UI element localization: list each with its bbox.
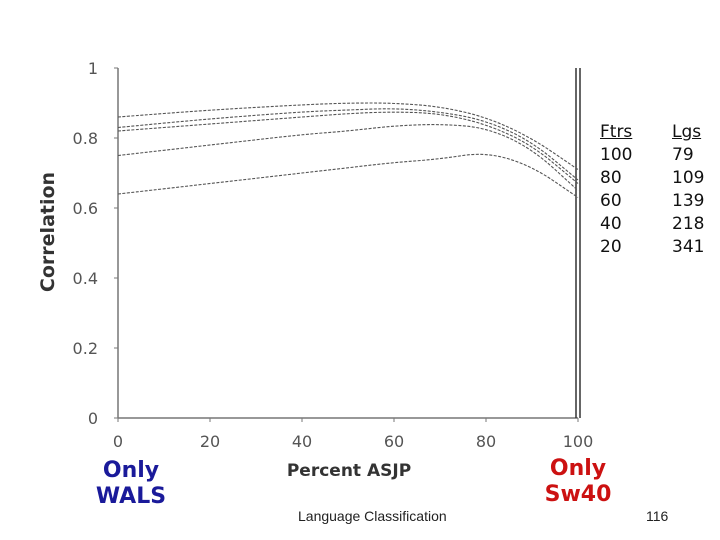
legend-languages-value: 109 [672, 168, 705, 188]
legend-languages-value: 218 [672, 214, 705, 234]
legend-features-column: Ftrs 100 80 60 40 20 [600, 121, 660, 259]
series-line [117, 108, 579, 181]
legend-languages-column: Lgs 79 109 139 218 341 [672, 121, 720, 259]
x-tick-label: 20 [200, 432, 220, 451]
y-tick-label: 1 [88, 59, 98, 78]
chart-axes [114, 67, 581, 422]
legend-features-value: 20 [600, 237, 622, 257]
x-tick-label: 100 [563, 432, 594, 451]
footer-title: Language Classification [298, 508, 447, 524]
legend-features-value: 40 [600, 214, 622, 234]
legend-features-value: 60 [600, 191, 622, 211]
series-line [117, 124, 579, 191]
legend-languages-value: 341 [672, 237, 705, 257]
only-sw40-annotation: Only Sw40 [528, 456, 628, 508]
series-line [117, 102, 579, 170]
legend-features-value: 80 [600, 168, 622, 188]
x-tick-label: 0 [113, 432, 123, 451]
y-tick-label: 0.8 [73, 129, 98, 148]
legend-features-value: 100 [600, 145, 633, 165]
x-tick-label: 40 [292, 432, 312, 451]
legend-languages-header: Lgs [672, 122, 702, 142]
y-tick-label: 0 [88, 409, 98, 428]
page-number: 116 [646, 508, 669, 524]
x-tick-label: 80 [476, 432, 496, 451]
chart-series-group [117, 102, 579, 198]
x-axis-title: Percent ASJP [287, 461, 411, 481]
y-axis-title: Correlation [37, 172, 59, 292]
series-line [117, 153, 579, 198]
y-tick-label: 0.2 [73, 339, 98, 358]
legend-languages-value: 139 [672, 191, 705, 211]
only-sw40-line-2: Sw40 [544, 482, 612, 507]
chart-tick-labels: 0 0.2 0.4 0.6 0.8 1 0 20 40 60 80 100 [73, 59, 594, 451]
only-wals-annotation: Only WALS [76, 458, 186, 510]
legend-features-header: Ftrs [600, 122, 633, 142]
only-wals-line-2: WALS [95, 484, 167, 509]
only-wals-line-1: Only [102, 458, 160, 483]
only-sw40-line-1: Only [549, 456, 607, 481]
x-tick-label: 60 [384, 432, 404, 451]
y-tick-label: 0.6 [73, 199, 98, 218]
series-line [117, 111, 579, 184]
y-tick-label: 0.4 [73, 269, 98, 288]
legend-languages-value: 79 [672, 145, 694, 165]
